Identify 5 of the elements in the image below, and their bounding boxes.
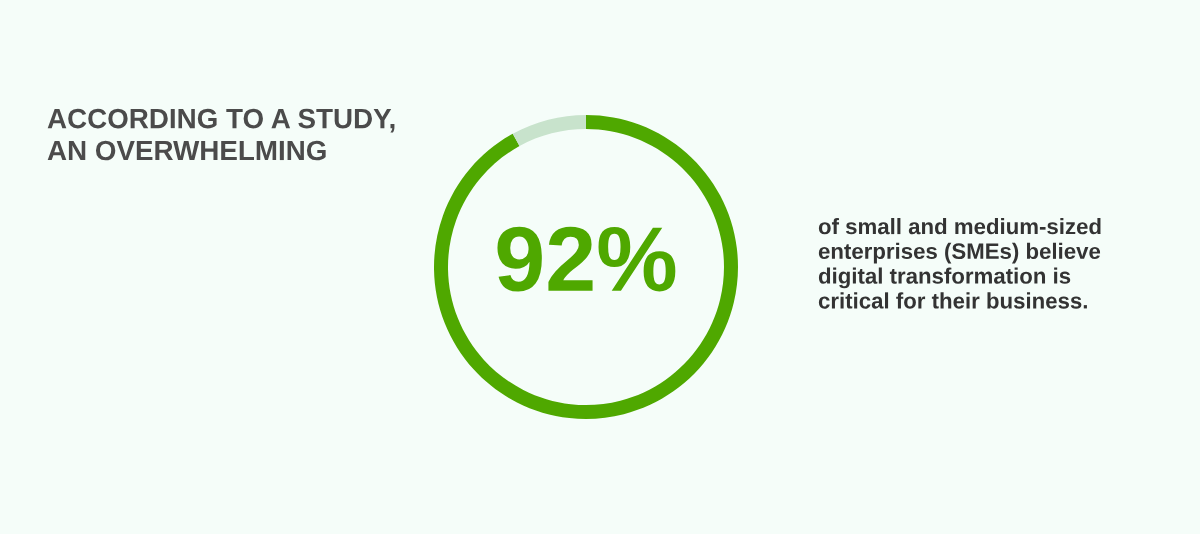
donut-slice xyxy=(434,115,738,419)
data-label: 92% xyxy=(497,226,676,292)
text: of small and medium-sized enterprises (SMEs) believe digital transformation is critical for their business. xyxy=(818,218,1101,309)
chart-title: ACCORDING TO A STUDY, AN OVERWHELMING xyxy=(47,108,395,161)
donut-slice xyxy=(512,115,586,147)
